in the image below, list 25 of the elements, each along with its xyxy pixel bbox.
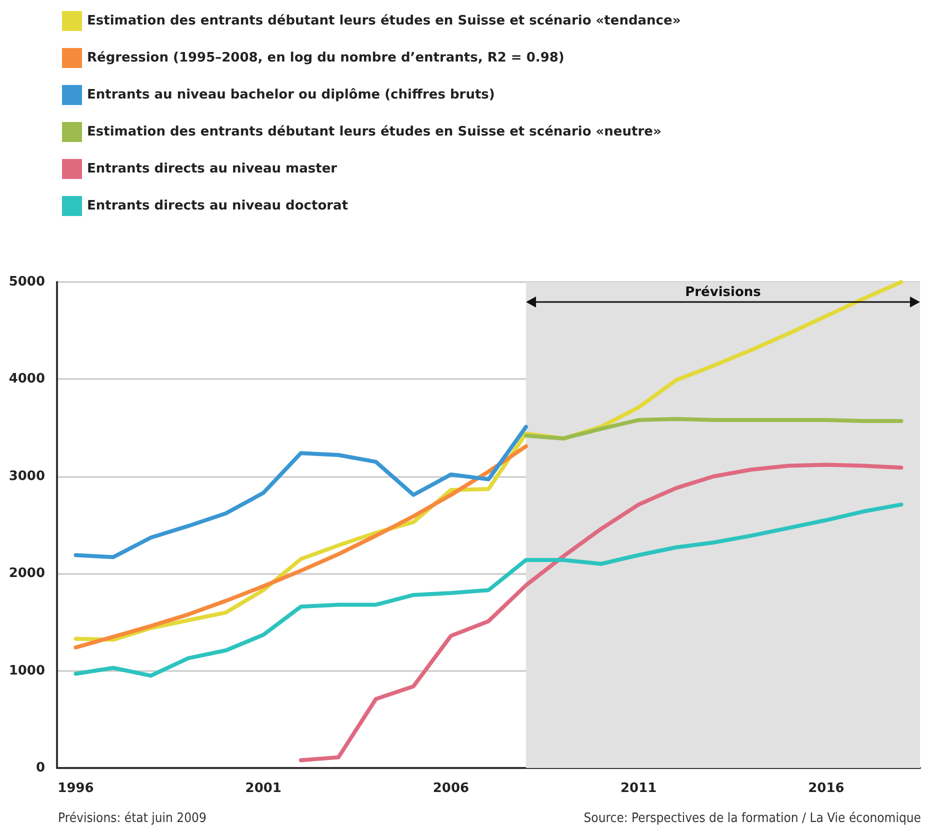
y-tick-label: 5000 <box>8 274 45 290</box>
x-tick-label: 2006 <box>432 781 470 796</box>
y-tick-label: 0 <box>36 760 45 776</box>
source-note: Source: Perspectives de la formation / La Vie économique <box>584 811 921 826</box>
line-series <box>524 417 904 440</box>
y-tick-label: 4000 <box>8 372 45 387</box>
line-series <box>74 444 528 650</box>
legend-label: Entrants au niveau bachelor ou diplôme (chiffres bruts) <box>87 88 495 102</box>
y-tick-label: 2000 <box>8 566 45 582</box>
x-tick-label: 2001 <box>245 781 282 796</box>
x-tick-label: 1996 <box>58 781 94 796</box>
y-tick-label: 1000 <box>8 663 45 678</box>
line-series <box>298 462 904 762</box>
y-tick-label: 3000 <box>8 468 45 484</box>
legend-label: Estimation des entrants débutant leurs études en Suisse et scénario «neutre» <box>87 124 662 140</box>
x-tick-label: 2016 <box>808 781 844 796</box>
x-tick-label: 2011 <box>620 781 657 796</box>
legend-label: Régression (1995–2008, en log du nombre d’entrants, R2 = 0.98) <box>87 50 564 66</box>
line-series <box>74 424 528 560</box>
text: Prévisions: état juin 2009 <box>58 811 206 826</box>
band-label: Prévisions <box>685 285 762 300</box>
line-series <box>74 502 904 678</box>
legend-label: Entrants directs au niveau master <box>87 162 338 176</box>
legend-label: Estimation des entrants débutant leurs études en Suisse et scénario «tendance» <box>87 14 681 28</box>
legend-label: Entrants directs au niveau doctorat <box>87 198 348 214</box>
